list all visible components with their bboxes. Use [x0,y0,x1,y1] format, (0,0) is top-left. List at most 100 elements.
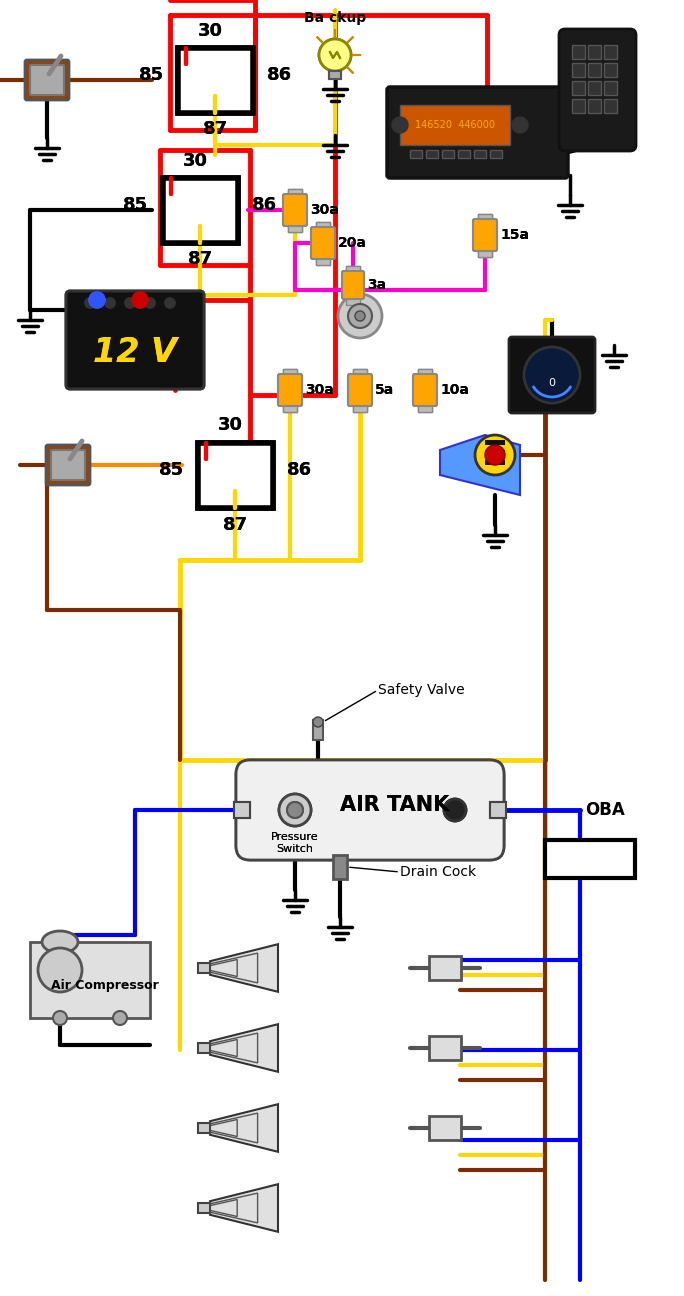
Bar [283,404,297,412]
Text: 87: 87 [222,516,248,534]
Bar [474,150,486,158]
Text: 146520  446000: 146520 446000 [415,121,495,130]
Bar [490,802,506,818]
Circle shape [512,117,528,133]
FancyBboxPatch shape [473,219,497,251]
Circle shape [444,800,466,820]
Text: 30: 30 [183,152,207,170]
FancyBboxPatch shape [348,375,372,406]
Polygon shape [485,460,505,465]
FancyBboxPatch shape [348,375,372,406]
FancyBboxPatch shape [236,759,504,861]
Text: 10a: 10a [440,384,469,397]
Bar [346,266,360,273]
Bar [30,942,150,1017]
Bar [234,802,250,818]
Text: 30: 30 [198,22,222,39]
FancyBboxPatch shape [413,375,437,406]
Bar [418,404,432,412]
Bar [426,150,438,158]
Circle shape [279,794,311,826]
Bar [353,369,367,377]
Bar [234,802,250,818]
Bar [198,442,272,508]
Text: 5a: 5a [375,384,394,397]
Bar [458,150,470,158]
FancyBboxPatch shape [283,194,307,226]
Text: 30a: 30a [310,203,339,216]
Text: 30a: 30a [305,384,334,397]
Text: 87: 87 [202,121,228,139]
Bar [572,80,585,95]
Bar [353,404,367,412]
Text: 12 V: 12 V [93,336,177,368]
Bar [478,249,492,257]
Circle shape [105,298,115,308]
FancyBboxPatch shape [342,271,364,299]
Text: 30: 30 [198,22,222,39]
Bar [429,1116,461,1140]
Bar [410,150,422,158]
Text: 0: 0 [549,378,555,388]
Bar [418,404,432,412]
Circle shape [287,802,303,818]
Circle shape [105,298,115,308]
Bar [333,855,347,879]
Bar [313,721,323,740]
Text: Safety Valve: Safety Valve [378,683,464,697]
Text: Drain Cock: Drain Cock [400,864,476,879]
FancyBboxPatch shape [66,292,204,389]
Circle shape [165,298,175,308]
Circle shape [125,298,135,308]
Circle shape [125,298,135,308]
Text: 86: 86 [287,461,312,480]
Circle shape [485,445,505,465]
Bar [604,64,617,76]
Bar [429,956,461,980]
Circle shape [287,802,303,818]
Text: Pressure
Switch: Pressure Switch [271,832,319,854]
Bar [572,45,585,60]
Text: 87: 87 [222,516,248,534]
Polygon shape [440,435,520,495]
Text: AIR TANK: AIR TANK [341,794,449,815]
Text: 30a: 30a [310,203,339,216]
Text: 87: 87 [187,250,213,268]
Circle shape [85,298,95,308]
Circle shape [392,117,408,133]
Bar [604,80,617,95]
Text: 85: 85 [138,66,163,84]
Bar [283,369,297,377]
Bar [198,963,210,973]
Ellipse shape [42,931,78,953]
FancyBboxPatch shape [236,759,504,861]
Bar [346,266,360,273]
FancyBboxPatch shape [509,337,595,413]
Text: 87: 87 [202,121,228,139]
Text: Ba ckup: Ba ckup [304,10,366,25]
Text: 86: 86 [252,196,276,214]
Text: 5a: 5a [375,384,394,397]
FancyBboxPatch shape [559,29,636,152]
Text: 86: 86 [287,461,312,480]
Circle shape [279,794,311,826]
FancyBboxPatch shape [51,450,85,480]
FancyBboxPatch shape [278,375,302,406]
Text: 85: 85 [159,461,183,480]
Bar [572,64,585,76]
Text: 30a: 30a [305,384,334,397]
FancyBboxPatch shape [30,65,64,95]
Circle shape [348,305,372,328]
Bar [490,150,502,158]
Circle shape [338,294,382,338]
Text: 20a: 20a [338,236,367,250]
Circle shape [145,298,155,308]
Bar [198,1043,210,1054]
Circle shape [53,1011,67,1025]
Bar [442,150,454,158]
Circle shape [132,292,148,308]
FancyBboxPatch shape [66,292,204,389]
Text: 10a: 10a [440,384,469,397]
Text: 85: 85 [138,66,163,84]
Bar [478,214,492,222]
